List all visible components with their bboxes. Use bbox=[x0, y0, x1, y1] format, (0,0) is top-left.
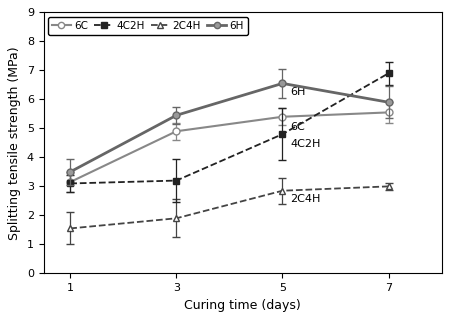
Text: 4C2H: 4C2H bbox=[290, 139, 321, 149]
Y-axis label: Splitting tensile strength (MPa): Splitting tensile strength (MPa) bbox=[9, 46, 21, 240]
X-axis label: Curing time (days): Curing time (days) bbox=[184, 299, 301, 312]
Legend: 6C, 4C2H, 2C4H, 6H: 6C, 4C2H, 2C4H, 6H bbox=[48, 17, 248, 35]
Text: 6C: 6C bbox=[290, 122, 305, 132]
Text: 2C4H: 2C4H bbox=[290, 195, 321, 204]
Text: 6H: 6H bbox=[290, 87, 306, 97]
